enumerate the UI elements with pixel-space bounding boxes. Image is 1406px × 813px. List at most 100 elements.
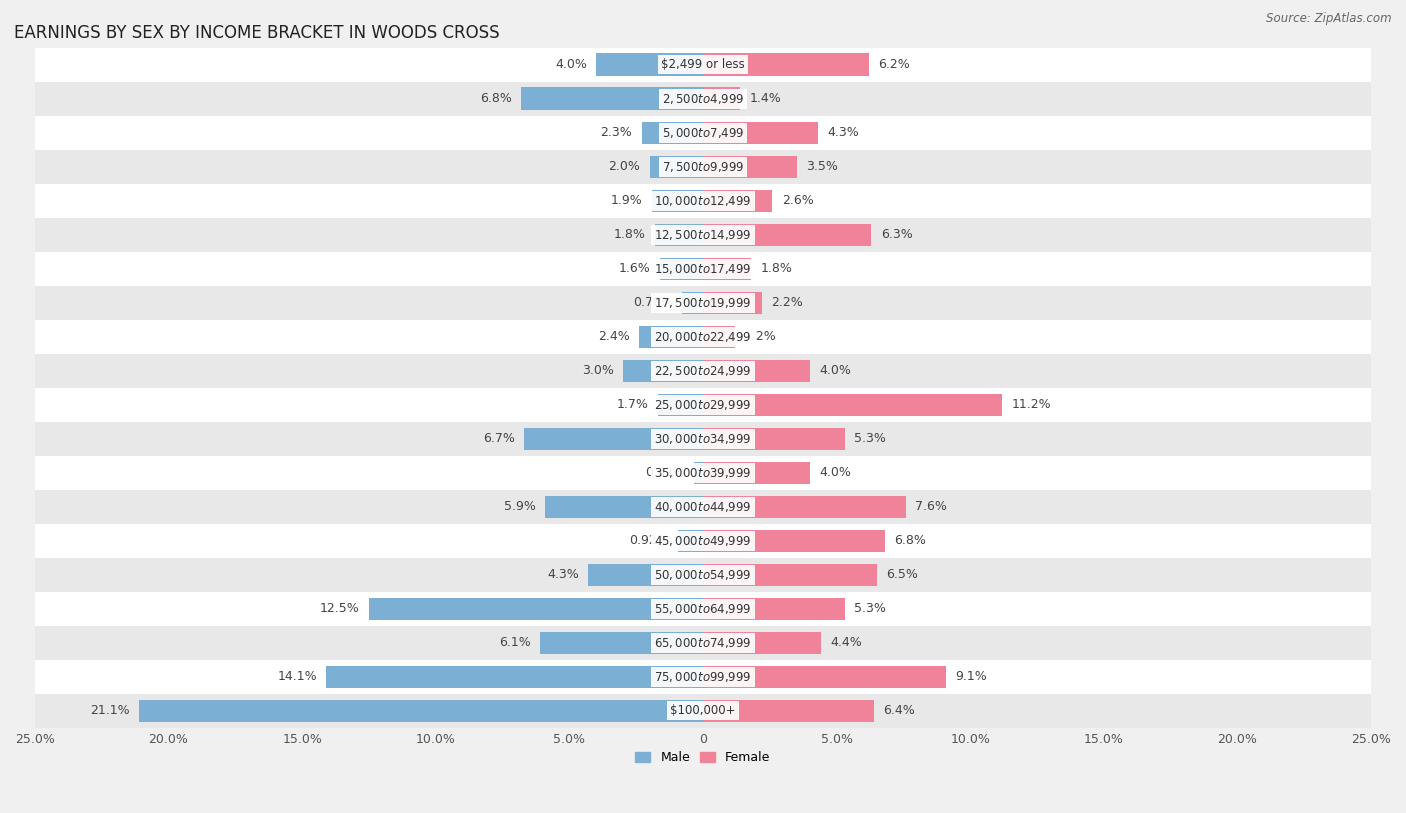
Bar: [35, 115, 1371, 150]
Text: $17,500 to $19,999: $17,500 to $19,999: [654, 296, 752, 310]
Text: 1.2%: 1.2%: [744, 330, 776, 343]
Text: 14.1%: 14.1%: [277, 671, 316, 684]
Text: 2.3%: 2.3%: [600, 126, 633, 139]
Text: 1.4%: 1.4%: [749, 92, 782, 105]
Text: 4.4%: 4.4%: [830, 637, 862, 650]
Bar: [35, 558, 1371, 592]
Text: 0.78%: 0.78%: [633, 296, 673, 309]
Bar: [638, 326, 703, 348]
Bar: [703, 428, 845, 450]
Bar: [35, 320, 1371, 354]
Bar: [652, 189, 703, 211]
Text: 1.8%: 1.8%: [761, 262, 793, 275]
Bar: [703, 326, 735, 348]
Bar: [35, 252, 1371, 285]
Text: 6.5%: 6.5%: [886, 568, 918, 581]
Bar: [35, 81, 1371, 115]
Text: 5.9%: 5.9%: [505, 500, 536, 513]
Text: 0.92%: 0.92%: [630, 534, 669, 547]
Bar: [35, 626, 1371, 660]
Text: 4.0%: 4.0%: [820, 364, 851, 377]
Text: $100,000+: $100,000+: [671, 704, 735, 717]
Bar: [35, 592, 1371, 626]
Bar: [703, 632, 821, 654]
Bar: [703, 292, 762, 314]
Bar: [682, 292, 703, 314]
Bar: [655, 224, 703, 246]
Text: $20,000 to $22,499: $20,000 to $22,499: [654, 330, 752, 344]
Bar: [703, 393, 1002, 415]
Bar: [695, 462, 703, 484]
Text: 1.8%: 1.8%: [613, 228, 645, 241]
Text: 21.1%: 21.1%: [90, 704, 129, 717]
Bar: [35, 489, 1371, 524]
Text: $75,000 to $99,999: $75,000 to $99,999: [654, 670, 752, 684]
Text: 6.2%: 6.2%: [877, 58, 910, 71]
Text: 4.3%: 4.3%: [547, 568, 579, 581]
Bar: [546, 496, 703, 518]
Bar: [650, 155, 703, 178]
Bar: [703, 530, 884, 552]
Text: 4.0%: 4.0%: [820, 467, 851, 479]
Text: 7.6%: 7.6%: [915, 500, 948, 513]
Text: 2.4%: 2.4%: [598, 330, 630, 343]
Text: Source: ZipAtlas.com: Source: ZipAtlas.com: [1267, 12, 1392, 25]
Bar: [35, 456, 1371, 489]
Bar: [35, 285, 1371, 320]
Text: 11.2%: 11.2%: [1012, 398, 1052, 411]
Bar: [679, 530, 703, 552]
Bar: [368, 598, 703, 620]
Text: 6.8%: 6.8%: [894, 534, 927, 547]
Bar: [641, 121, 703, 144]
Bar: [35, 660, 1371, 693]
Bar: [703, 155, 797, 178]
Bar: [35, 47, 1371, 81]
Text: $5,000 to $7,499: $5,000 to $7,499: [662, 125, 744, 140]
Text: 4.0%: 4.0%: [555, 58, 586, 71]
Bar: [326, 666, 703, 688]
Text: 1.9%: 1.9%: [612, 194, 643, 207]
Bar: [703, 224, 872, 246]
Bar: [703, 598, 845, 620]
Bar: [35, 388, 1371, 422]
Bar: [703, 462, 810, 484]
Bar: [139, 700, 703, 722]
Bar: [703, 563, 877, 586]
Text: $50,000 to $54,999: $50,000 to $54,999: [654, 567, 752, 582]
Text: 1.7%: 1.7%: [616, 398, 648, 411]
Text: $40,000 to $44,999: $40,000 to $44,999: [654, 500, 752, 514]
Text: 12.5%: 12.5%: [321, 602, 360, 615]
Text: EARNINGS BY SEX BY INCOME BRACKET IN WOODS CROSS: EARNINGS BY SEX BY INCOME BRACKET IN WOO…: [14, 24, 499, 42]
Bar: [35, 422, 1371, 456]
Bar: [623, 359, 703, 382]
Bar: [35, 218, 1371, 252]
Bar: [596, 54, 703, 76]
Text: $2,500 to $4,999: $2,500 to $4,999: [662, 92, 744, 106]
Text: 6.1%: 6.1%: [499, 637, 530, 650]
Text: 2.2%: 2.2%: [770, 296, 803, 309]
Text: 3.5%: 3.5%: [806, 160, 838, 173]
Text: $10,000 to $12,499: $10,000 to $12,499: [654, 193, 752, 207]
Text: 4.3%: 4.3%: [827, 126, 859, 139]
Text: 6.7%: 6.7%: [482, 433, 515, 446]
Bar: [703, 88, 741, 110]
Text: 1.6%: 1.6%: [619, 262, 651, 275]
Bar: [540, 632, 703, 654]
Text: $35,000 to $39,999: $35,000 to $39,999: [654, 466, 752, 480]
Legend: Male, Female: Male, Female: [630, 746, 776, 769]
Text: $65,000 to $74,999: $65,000 to $74,999: [654, 636, 752, 650]
Bar: [703, 359, 810, 382]
Text: 2.6%: 2.6%: [782, 194, 814, 207]
Text: $22,500 to $24,999: $22,500 to $24,999: [654, 363, 752, 378]
Bar: [703, 54, 869, 76]
Bar: [703, 121, 818, 144]
Text: $15,000 to $17,499: $15,000 to $17,499: [654, 262, 752, 276]
Bar: [703, 189, 772, 211]
Text: $30,000 to $34,999: $30,000 to $34,999: [654, 432, 752, 446]
Text: $55,000 to $64,999: $55,000 to $64,999: [654, 602, 752, 615]
Bar: [703, 496, 905, 518]
Text: 5.3%: 5.3%: [853, 433, 886, 446]
Text: 3.0%: 3.0%: [582, 364, 613, 377]
Text: 0.32%: 0.32%: [645, 467, 685, 479]
Text: 6.8%: 6.8%: [479, 92, 512, 105]
